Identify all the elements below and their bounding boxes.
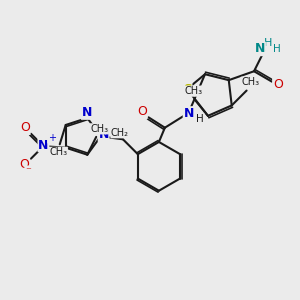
Text: CH₃: CH₃ [90,124,108,134]
Text: H: H [264,38,272,48]
Text: H: H [273,44,281,54]
Text: O: O [20,121,30,134]
Text: S: S [183,82,192,96]
Text: N: N [184,107,194,120]
Text: O: O [137,106,147,118]
Text: H: H [196,114,204,124]
Text: N: N [98,128,109,141]
Text: N: N [255,42,265,56]
Text: CH₃: CH₃ [49,147,67,157]
Text: ⁻: ⁻ [25,166,31,176]
Text: N: N [38,139,49,152]
Text: O: O [273,78,283,91]
Text: +: + [48,133,56,143]
Text: CH₃: CH₃ [184,86,202,96]
Text: CH₃: CH₃ [241,77,259,87]
Text: O: O [20,158,29,170]
Text: N: N [82,106,92,119]
Text: CH₂: CH₂ [111,128,129,138]
